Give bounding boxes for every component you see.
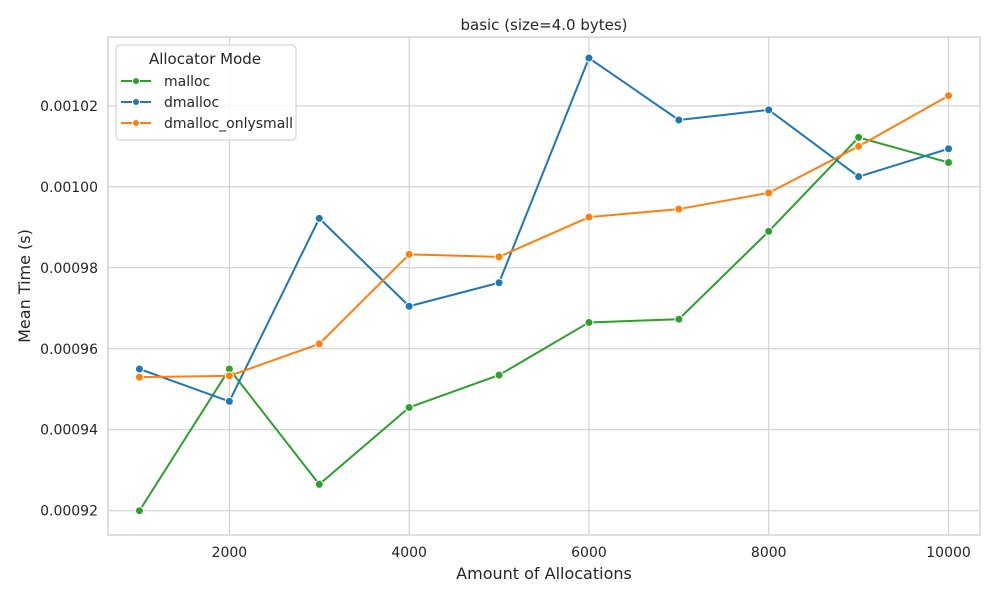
data-point <box>314 339 324 349</box>
x-axis-title: Amount of Allocations <box>456 564 632 583</box>
plot-frame <box>107 36 981 536</box>
data-point <box>224 371 234 381</box>
data-point <box>314 213 324 223</box>
legend-title: Allocator Mode <box>149 50 261 68</box>
y-axis-title: Mean Time (s) <box>15 229 34 343</box>
data-point <box>134 372 144 382</box>
y-tick-label: 0.00092 <box>40 504 98 520</box>
data-point <box>944 144 954 154</box>
series-dmalloc_onlysmall <box>134 91 954 382</box>
data-point <box>584 53 594 63</box>
data-point <box>764 105 774 115</box>
data-point <box>854 172 864 182</box>
series-layer <box>134 53 954 516</box>
data-point <box>584 212 594 222</box>
legend-item-dmalloc: dmalloc <box>121 95 219 111</box>
x-tick-label: 2000 <box>212 545 248 561</box>
data-point <box>494 278 504 288</box>
data-point <box>314 479 324 489</box>
data-point <box>224 396 234 406</box>
y-tick-label: 0.00096 <box>40 342 98 358</box>
chart-title: basic (size=4.0 bytes) <box>460 16 627 34</box>
legend-item-malloc: malloc <box>121 74 210 90</box>
data-point <box>134 364 144 374</box>
data-point <box>674 115 684 125</box>
data-point <box>404 402 414 412</box>
legend-label: malloc <box>164 74 210 90</box>
legend-swatch-marker <box>132 77 140 85</box>
data-point <box>134 506 144 516</box>
y-tick-label: 0.00100 <box>40 180 98 196</box>
data-point <box>854 141 864 151</box>
legend: Allocator Mode malloc dmalloc dmalloc_only… <box>115 44 297 141</box>
data-point <box>764 188 774 198</box>
series-line <box>138 136 949 512</box>
data-point <box>944 158 954 168</box>
x-tick-label: 4000 <box>391 545 427 561</box>
y-tick-label: 0.00102 <box>40 99 98 115</box>
x-axis: 2000 4000 6000 8000 10000 <box>212 545 971 561</box>
legend-label: dmalloc <box>164 95 219 111</box>
x-tick-label: 8000 <box>751 545 787 561</box>
y-tick-label: 0.00098 <box>40 261 98 277</box>
series-malloc <box>134 132 954 516</box>
series-line <box>139 94 950 379</box>
legend-item-dmalloc_onlysmall: dmalloc_onlysmall <box>121 116 293 132</box>
y-axis: 0.00092 0.00094 0.00096 0.00098 0.00100 0.001… <box>40 99 98 520</box>
data-point <box>404 249 414 259</box>
data-point <box>764 226 774 236</box>
data-point <box>854 132 864 142</box>
legend-swatch-marker <box>132 98 140 106</box>
data-point <box>584 317 594 327</box>
data-point <box>674 314 684 324</box>
data-point <box>404 301 414 311</box>
x-tick-label: 10000 <box>926 545 971 561</box>
legend-label: dmalloc_onlysmall <box>164 116 293 132</box>
series-line <box>139 57 949 403</box>
data-point <box>494 252 504 262</box>
data-point <box>494 370 504 380</box>
data-point <box>944 91 954 101</box>
y-tick-label: 0.00094 <box>40 423 98 439</box>
legend-box <box>115 44 297 141</box>
data-point <box>674 204 684 214</box>
x-tick-label: 6000 <box>571 545 607 561</box>
series-dmalloc <box>134 53 954 406</box>
legend-swatch-marker <box>132 119 140 127</box>
